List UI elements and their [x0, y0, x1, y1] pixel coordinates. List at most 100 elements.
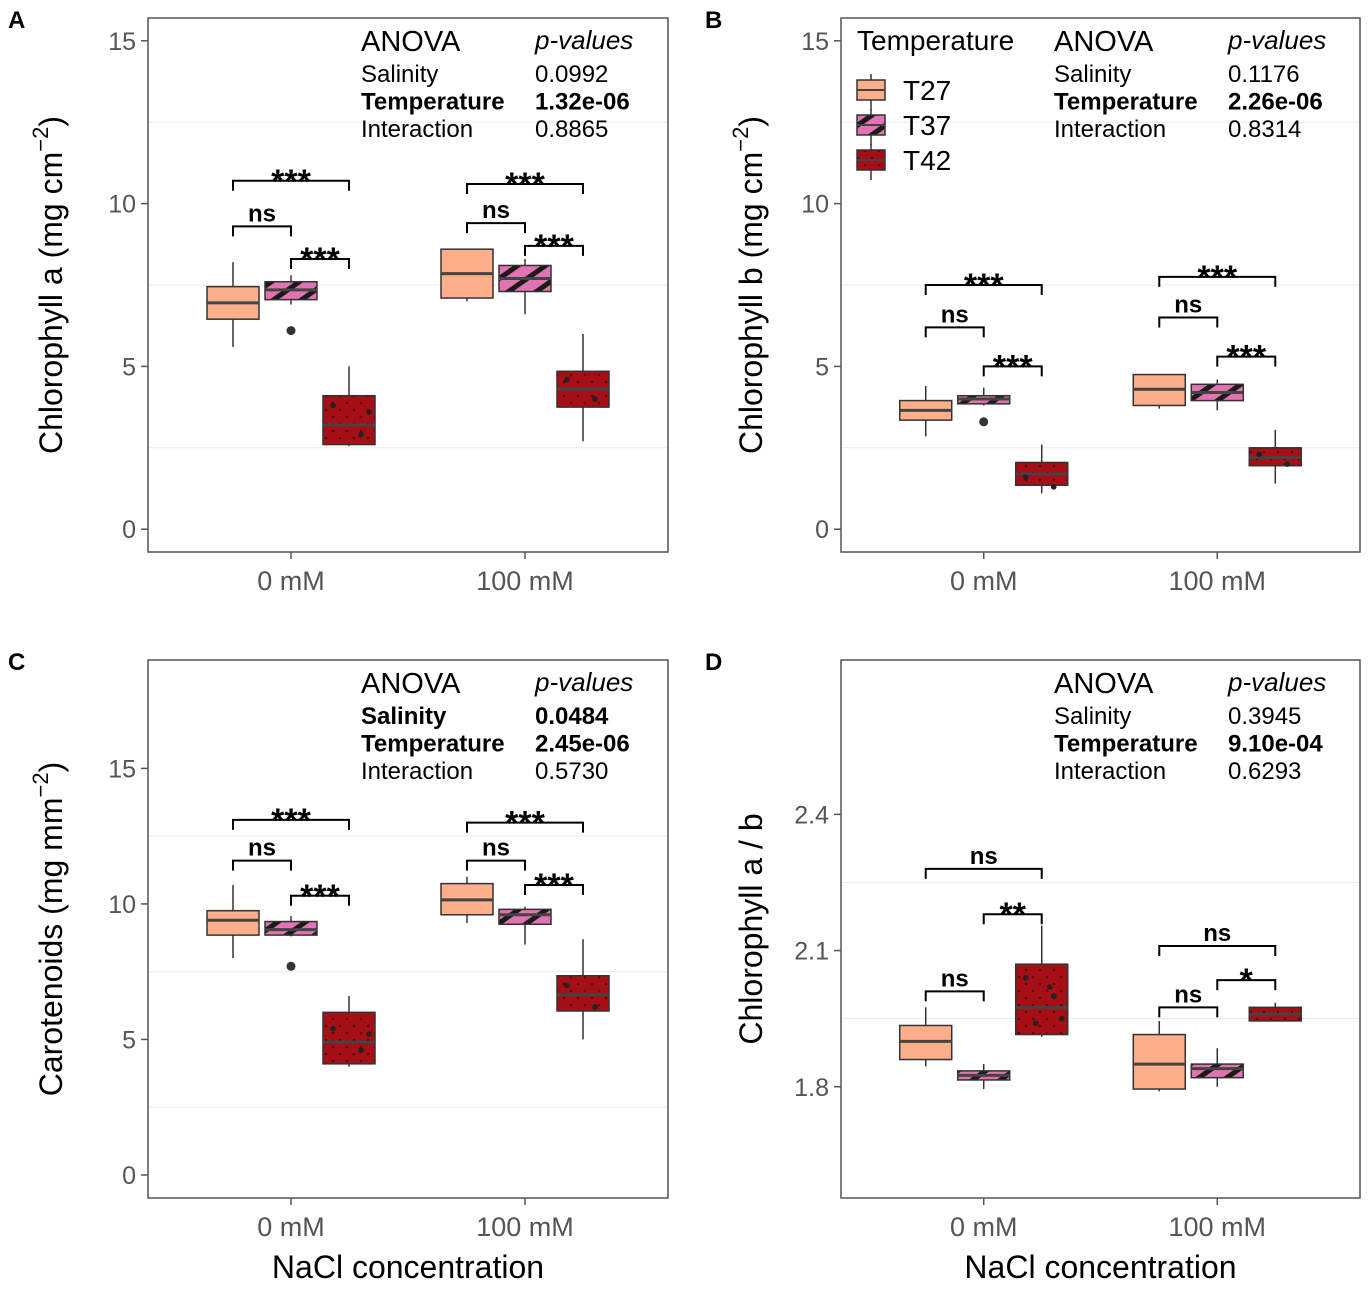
- y-axis-label-end: ): [33, 762, 69, 773]
- anova-table: ANOVA p-values Salinity 0.3945 Temperature 9.…: [1054, 667, 1326, 785]
- panel-letter: A: [8, 7, 25, 34]
- y-axis-label-superscript: −2: [28, 772, 53, 797]
- data-point: [358, 1047, 364, 1054]
- data-point: [1046, 984, 1053, 990]
- plot-frame: [147, 659, 669, 1199]
- box-t42-0mm: [322, 996, 376, 1067]
- anova-pvalue-header: p-values: [1227, 25, 1326, 55]
- y-axis-label-end: ): [33, 116, 69, 127]
- box-body: [322, 394, 376, 446]
- data-point: [1256, 451, 1263, 458]
- box-t37-0mm: [956, 1064, 1011, 1090]
- significance-bracket: ns: [232, 200, 292, 237]
- box-t37-100mm: [498, 258, 552, 315]
- significance-label: ns: [482, 197, 510, 224]
- y-tick-label: 15: [108, 28, 136, 56]
- data-point: [330, 402, 336, 409]
- significance-label: ns: [1174, 292, 1202, 319]
- anova-pvalue: 0.0484: [535, 703, 609, 730]
- bracket-line: [466, 859, 526, 871]
- box-t27-0mm: [898, 1007, 953, 1067]
- anova-term: Temperature: [1054, 89, 1198, 116]
- anova-pvalue: 9.10e-04: [1228, 731, 1323, 758]
- significance-label: ***: [505, 166, 545, 204]
- significance-label: ns: [1174, 981, 1202, 1008]
- x-tick-label: 100 mM: [1169, 566, 1267, 596]
- anova-term: Interaction: [361, 116, 473, 143]
- y-axis-label-main: Carotenoids (mg mm: [33, 798, 69, 1097]
- legend-label-t37: T37: [903, 110, 951, 141]
- y-axis-label: Chlorophyll a / b: [733, 813, 769, 1044]
- anova-pvalue-header: p-values: [1227, 667, 1326, 697]
- box-t42-0mm: [1014, 444, 1069, 494]
- significance-label: *: [1240, 962, 1254, 1000]
- legend-label-t42: T42: [903, 145, 951, 176]
- legend-title: Temperature: [857, 25, 1014, 56]
- x-tick-label: 100 mM: [476, 566, 574, 596]
- data-point: [564, 982, 570, 989]
- significance-label: **: [999, 896, 1026, 934]
- x-tick-label: 0 mM: [257, 1212, 325, 1242]
- significance-label: ***: [1197, 259, 1237, 297]
- anova-pvalue: 0.1176: [1228, 61, 1300, 88]
- legend-key-t37: [856, 109, 886, 145]
- significance-label: ***: [1226, 339, 1266, 377]
- significance-bracket: ns: [924, 301, 985, 338]
- data-point: [1022, 975, 1029, 981]
- data-point: [330, 1025, 336, 1032]
- box-body: [1014, 963, 1069, 1036]
- bracket-line: [982, 913, 1043, 925]
- legend-key-t42: [856, 144, 886, 180]
- significance-bracket: ***: [466, 805, 584, 843]
- significance-label: ***: [271, 802, 311, 840]
- box-body: [498, 908, 552, 926]
- data-point: [366, 1031, 372, 1037]
- anova-table: ANOVA p-values Salinity 0.1176 Temperature 2.…: [1054, 25, 1326, 143]
- box-t37-100mm: [498, 906, 552, 945]
- y-axis-label: Chlorophyll a (mg cm−2): [28, 116, 69, 454]
- significance-bracket: ns: [924, 843, 1043, 879]
- panel-a: A 0 5 10 15 0 mM 100 mM Chlorophyll a (mg cm−2)…: [8, 7, 669, 596]
- anova-term: Salinity: [361, 703, 447, 730]
- significance-bracket: ***: [466, 166, 584, 204]
- box-t42-0mm: [1014, 925, 1069, 1037]
- panel-d: D 1.8 2.1 2.4 0 mM 100 mM Chlorophyll a / b NaC…: [705, 649, 1361, 1285]
- box-t42-100mm: [556, 939, 610, 1040]
- significance-bracket: ***: [982, 348, 1043, 386]
- anova-term: Salinity: [1054, 703, 1131, 730]
- significance-label: ***: [534, 228, 574, 266]
- data-point: [1032, 1020, 1039, 1027]
- significance-bracket: ***: [924, 267, 1043, 305]
- anova-term: Interaction: [361, 758, 473, 785]
- y-axis-label: Carotenoids (mg mm−2): [28, 762, 69, 1097]
- significance-bracket: ***: [290, 878, 350, 916]
- y-tick-label: 2.4: [794, 801, 829, 829]
- legend-label-t27: T27: [903, 75, 951, 106]
- data-point: [1284, 461, 1291, 467]
- plot-frame: [840, 17, 1361, 553]
- bracket-line: [232, 859, 292, 871]
- data-point: [592, 1004, 598, 1010]
- significance-label: ns: [970, 843, 998, 870]
- y-tick-label: 2.1: [794, 938, 829, 966]
- anova-term: Salinity: [361, 61, 438, 88]
- significance-bracket: ns: [466, 835, 526, 871]
- significance-bracket: ns: [232, 835, 292, 871]
- significance-label: ns: [941, 301, 969, 328]
- bracket-line: [1216, 979, 1277, 991]
- box-t42-100mm: [556, 333, 610, 442]
- bracket-line: [232, 179, 350, 191]
- data-point: [1058, 1015, 1065, 1022]
- bracket-line: [524, 244, 584, 256]
- significance-label: ns: [1203, 920, 1231, 947]
- bracket-line: [924, 867, 1043, 879]
- y-tick-label: 5: [122, 1026, 136, 1054]
- significance-label: ***: [993, 348, 1033, 386]
- y-tick-label: 10: [108, 891, 136, 919]
- bracket-line: [1216, 355, 1277, 367]
- legend: Temperature T27 T37 T42: [856, 25, 1014, 180]
- anova-title: ANOVA: [361, 668, 461, 700]
- box-t27-100mm: [1132, 373, 1187, 409]
- significance-bracket: ns: [924, 965, 985, 1002]
- bracket-line: [232, 225, 292, 237]
